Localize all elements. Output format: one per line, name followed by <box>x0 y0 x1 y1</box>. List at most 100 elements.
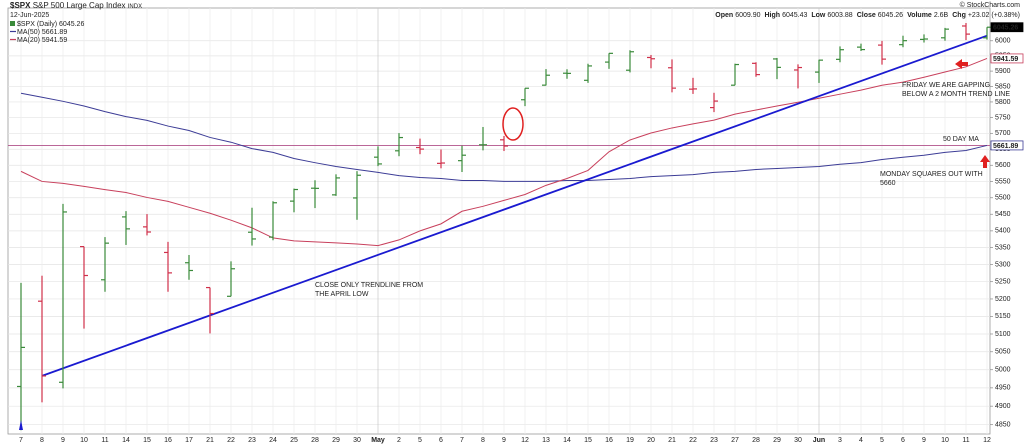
y-tick-label: 5550 <box>995 178 1011 185</box>
legend-value: 6045.26 <box>59 21 84 28</box>
y-tick-label: 4950 <box>995 385 1011 392</box>
annotation: THE APRIL LOW <box>315 291 369 298</box>
y-tick-label: 5750 <box>995 114 1011 121</box>
symbol: $SPX <box>10 1 31 10</box>
annotation: 50 DAY MA <box>943 136 979 143</box>
value-box-label: 5661.89 <box>993 143 1018 150</box>
legend-entry: $SPX (Daily) 6045.26 <box>17 21 84 28</box>
x-tick-label: 23 <box>710 437 718 444</box>
x-tick-label: 10 <box>941 437 949 444</box>
highlight-ellipse <box>502 107 524 141</box>
x-tick-label: 2 <box>397 437 401 444</box>
x-tick-label: 22 <box>689 437 697 444</box>
arrow-left <box>955 59 968 69</box>
annotation: CLOSE ONLY TRENDLINE FROM <box>315 282 423 289</box>
y-tick-label: 4850 <box>995 422 1011 429</box>
y-tick-label: 5400 <box>995 228 1011 235</box>
x-tick-label: 15 <box>143 437 151 444</box>
x-tick-label: 28 <box>311 437 319 444</box>
annotation: MONDAY SQUARES OUT WITH <box>880 171 983 178</box>
y-tick-label: 5200 <box>995 296 1011 303</box>
x-tick-label: 15 <box>584 437 592 444</box>
y-tick-label: 5100 <box>995 331 1011 338</box>
x-tick-label: 19 <box>626 437 634 444</box>
legend-entry: MA(20) 5941.59 <box>17 37 67 44</box>
legend-label: MA(20) <box>17 37 40 44</box>
y-tick-label: 5450 <box>995 211 1011 218</box>
annotation: 5660 <box>880 180 896 187</box>
x-tick-label: 8 <box>40 437 44 444</box>
x-tick-label: 21 <box>668 437 676 444</box>
x-tick-label: 14 <box>122 437 130 444</box>
x-tick-label: 12 <box>983 437 991 444</box>
value-box <box>990 53 1024 64</box>
stat-label: Low <box>811 12 826 19</box>
y-tick-label: 5850 <box>995 83 1011 90</box>
arrow-marker <box>19 420 23 430</box>
y-tick-label: 5150 <box>995 313 1011 320</box>
legend-label: MA(50) <box>17 29 40 36</box>
x-tick-label: 16 <box>605 437 613 444</box>
x-tick-label: 21 <box>206 437 214 444</box>
y-tick-label: 5800 <box>995 99 1011 106</box>
x-tick-label: 5 <box>418 437 422 444</box>
x-tick-label: 8 <box>481 437 485 444</box>
x-tick-label: 20 <box>647 437 655 444</box>
y-tick-label: 6000 <box>995 38 1011 45</box>
x-tick-label: 9 <box>502 437 506 444</box>
subtitle: S&P 500 Large Cap Index <box>33 1 126 10</box>
x-tick-label: 24 <box>269 437 277 444</box>
stat-value: 6009.90 <box>735 12 760 19</box>
x-tick-label: 9 <box>922 437 926 444</box>
x-tick-label: 6 <box>439 437 443 444</box>
legend-value: 5941.59 <box>42 37 67 44</box>
ma-line <box>20 57 988 247</box>
stat-value: 2.6B <box>934 12 949 19</box>
stat-value: 6003.88 <box>827 12 852 19</box>
legend: $SPX (Daily) 6045.26 MA(50) 5661.89 MA(2… <box>10 21 84 44</box>
x-tick-label: 17 <box>185 437 193 444</box>
legend-entry: MA(50) 5661.89 <box>17 29 67 36</box>
y-tick-label: 5500 <box>995 195 1011 202</box>
x-tick-label: May <box>371 437 385 444</box>
y-tick-label: 5350 <box>995 244 1011 251</box>
x-tick-label: 22 <box>227 437 235 444</box>
y-tick-label: 5250 <box>995 279 1011 286</box>
y-tick-label: 5000 <box>995 367 1011 374</box>
x-tick-label: 30 <box>794 437 802 444</box>
marks <box>8 23 991 431</box>
x-tick-label: 7 <box>19 437 23 444</box>
y-tick-label: 5050 <box>995 349 1011 356</box>
x-tick-label: 14 <box>563 437 571 444</box>
stat-value: 6045.26 <box>878 12 903 19</box>
y-tick-label: 4900 <box>995 403 1011 410</box>
value-box <box>990 22 1024 33</box>
annotation: BELOW A 2 MONTH TREND LINE <box>902 91 1010 98</box>
x-tick-label: 27 <box>731 437 739 444</box>
value-box <box>990 140 1024 151</box>
stat-label: Close <box>857 12 876 19</box>
x-tick-label: 29 <box>332 437 340 444</box>
stat-value: 6045.43 <box>782 12 807 19</box>
y-tick-label: 5600 <box>995 162 1011 169</box>
value-box-label: 5941.59 <box>993 56 1018 63</box>
stat-label: Volume <box>907 12 932 19</box>
x-tick-label: 10 <box>80 437 88 444</box>
x-tick-label: 5 <box>880 437 884 444</box>
trendline <box>41 34 988 377</box>
x-tick-label: 29 <box>773 437 781 444</box>
x-tick-label: 23 <box>248 437 256 444</box>
x-tick-label: 30 <box>353 437 361 444</box>
stat-label: Open <box>715 12 733 19</box>
stat-label: High <box>765 12 781 19</box>
y-tick-label: 5300 <box>995 261 1011 268</box>
arrow-up <box>980 155 990 168</box>
y-tick-label: 5900 <box>995 68 1011 75</box>
x-tick-label: 7 <box>460 437 464 444</box>
x-tick-label: 6 <box>901 437 905 444</box>
x-tick-label: 28 <box>752 437 760 444</box>
stat-value: +23.02 (+0.38%) <box>968 12 1020 19</box>
x-tick-label: 13 <box>542 437 550 444</box>
x-tick-label: 4 <box>859 437 863 444</box>
